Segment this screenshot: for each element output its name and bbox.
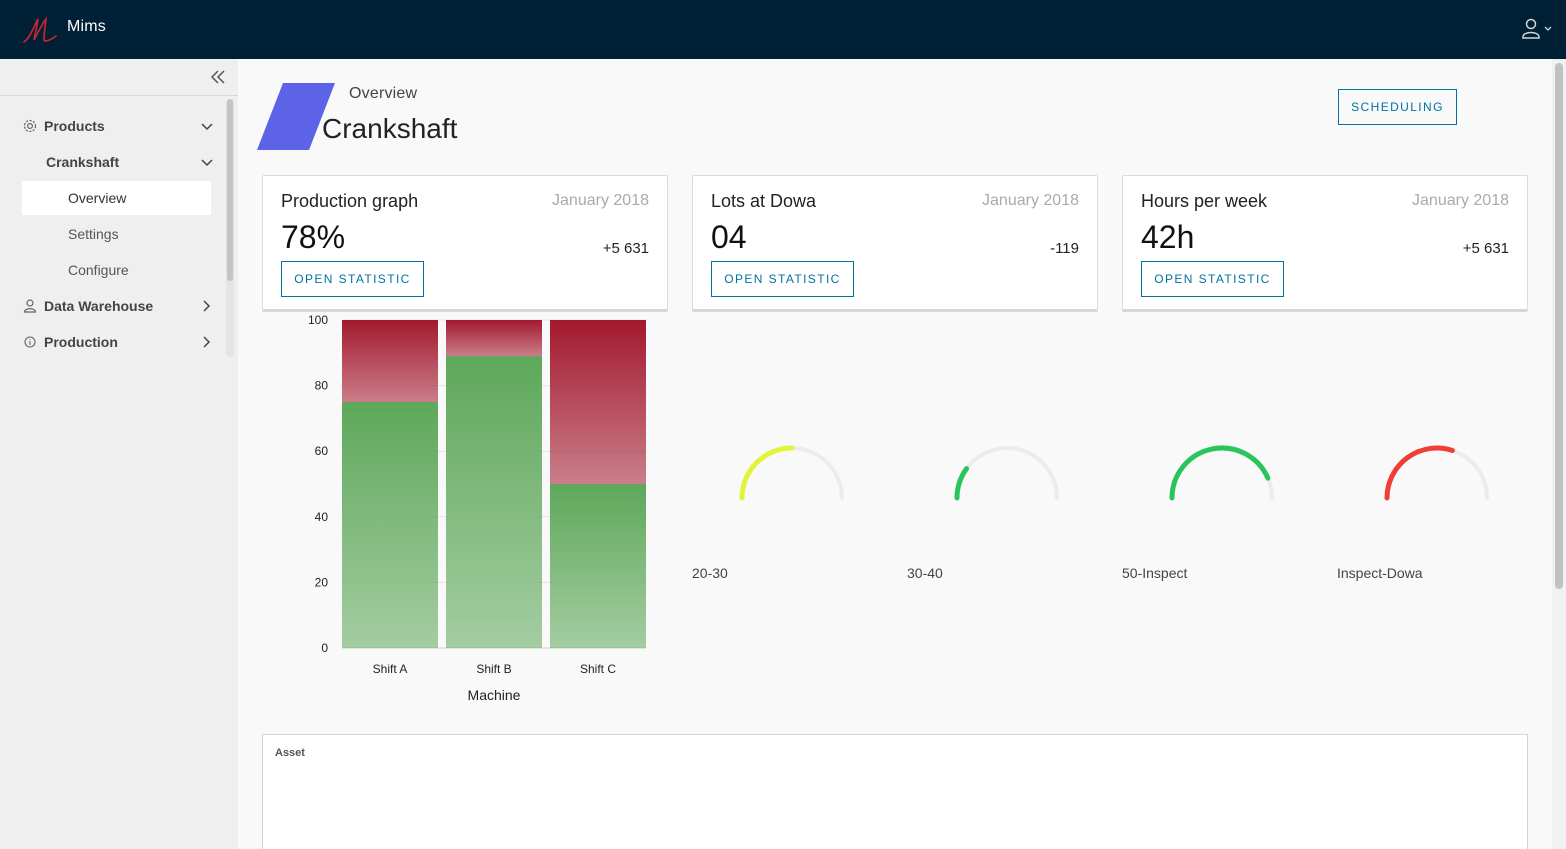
card-production-graph: Production graph January 2018 78% +5 631… — [262, 175, 668, 312]
card-delta: +5 631 — [602, 240, 649, 257]
card-value: 78% — [281, 219, 346, 255]
sidebar-item-label: Settings — [68, 226, 119, 242]
chart-y-tick-label: 80 — [315, 379, 329, 393]
sidebar-item-label: Crankshaft — [46, 154, 120, 170]
card-value: 04 — [711, 219, 747, 255]
main-scroll-thumb[interactable] — [1555, 63, 1563, 589]
gauge-fill — [1384, 445, 1455, 501]
chart-x-axis-label: Machine — [468, 687, 521, 703]
gauge-fill — [954, 466, 970, 501]
chart-bars — [342, 320, 646, 648]
chart-y-tick-label: 0 — [321, 641, 328, 655]
user-icon — [1522, 18, 1552, 39]
chart-y-tick-label: 20 — [315, 575, 329, 589]
user-icon — [23, 299, 37, 313]
chevron-down-icon[interactable] — [200, 120, 214, 134]
open-statistic-button[interactable]: OPEN STATISTIC — [711, 261, 854, 297]
sidebar-item-crankshaft[interactable]: Crankshaft — [0, 145, 222, 179]
info-icon — [24, 336, 36, 348]
sidebar-item-overview[interactable]: Overview — [22, 181, 211, 215]
chart-bar-shift-a-segment-1[interactable] — [342, 320, 438, 402]
card-date: January 2018 — [982, 192, 1079, 209]
double-chevron-left-icon[interactable] — [208, 67, 228, 87]
chart-x-tick-label: Shift C — [580, 662, 616, 676]
card-lots-at-dowa: Lots at Dowa January 2018 04 -119 OPEN S… — [692, 175, 1098, 312]
sidebar: Products Crankshaft Overview Settings Co… — [0, 59, 238, 849]
chart-y-tick-label: 100 — [308, 313, 328, 327]
chart-x-tick-label: Shift B — [476, 662, 511, 676]
chart-bar-shift-b-segment-1[interactable] — [446, 320, 542, 357]
asset-panel: Asset — [262, 734, 1528, 849]
chart-bar-shift-b-segment-0[interactable] — [446, 356, 542, 648]
gauge-50-inspect[interactable] — [1165, 440, 1285, 510]
sidebar-item-data-warehouse[interactable]: Data Warehouse — [0, 289, 222, 323]
card-value: 42h — [1141, 219, 1195, 255]
card-delta: -119 — [1050, 240, 1079, 257]
gauge-fill — [1169, 445, 1271, 501]
chart-bar-shift-c-segment-0[interactable] — [550, 484, 646, 648]
chart-bar-shift-c-segment-1[interactable] — [550, 320, 646, 484]
chart-bar-shift-a-segment-0[interactable] — [342, 402, 438, 648]
main-scrollbar[interactable] — [1552, 59, 1566, 849]
sidebar-item-settings[interactable]: Settings — [22, 217, 211, 251]
card-title: Lots at Dowa — [711, 191, 817, 211]
gauge-fill — [739, 445, 795, 501]
sidebar-item-production[interactable]: Production — [0, 325, 222, 359]
card-date: January 2018 — [552, 192, 649, 209]
chart-y-tick-label: 40 — [315, 510, 329, 524]
gauge-track — [1170, 446, 1274, 500]
gauge-track — [740, 446, 844, 500]
chart-y-tick-label: 60 — [315, 444, 329, 458]
gauge-inspect-dowa[interactable] — [1380, 440, 1500, 510]
asset-label: Asset — [275, 747, 305, 759]
page-title: Crankshaft — [322, 113, 458, 144]
open-statistic-button[interactable]: OPEN STATISTIC — [281, 261, 424, 297]
sidebar-item-label: Production — [44, 334, 118, 350]
sidebar-item-products[interactable]: Products — [0, 109, 222, 143]
gauge-track — [955, 446, 1059, 500]
card-date: January 2018 — [1412, 192, 1509, 209]
card-delta: +5 631 — [1462, 240, 1509, 257]
scheduling-button[interactable]: SCHEDULING — [1338, 89, 1457, 125]
chevron-right-icon[interactable] — [200, 335, 214, 349]
chevron-down-icon[interactable] — [200, 156, 214, 170]
card-hours-per-week: Hours per week January 2018 42h +5 631 O… — [1122, 175, 1528, 312]
gauge-20-30[interactable] — [735, 440, 855, 510]
breadcrumb[interactable]: Overview — [349, 85, 418, 102]
title-accent-shape — [257, 83, 335, 150]
gauge-track — [1385, 446, 1489, 500]
sidebar-item-label: Configure — [68, 262, 129, 278]
chart-y-axis: 0 20 40 60 80 100 — [308, 313, 328, 655]
gear-icon — [23, 119, 37, 133]
gauge-label: 50-Inspect — [1122, 565, 1188, 581]
card-title: Production graph — [281, 191, 419, 211]
sidebar-item-label: Data Warehouse — [44, 298, 154, 314]
sidebar-item-label: Products — [44, 118, 105, 134]
user-menu[interactable] — [1520, 17, 1554, 41]
sidebar-item-configure[interactable]: Configure — [22, 253, 211, 287]
gauge-label: 20-30 — [692, 565, 728, 581]
chart-x-axis: Shift A Shift B Shift C — [373, 662, 617, 676]
open-statistic-button[interactable]: OPEN STATISTIC — [1141, 261, 1284, 297]
gauge-label: 30-40 — [907, 565, 943, 581]
app-title[interactable]: Mims — [67, 18, 107, 35]
sidebar-item-label: Overview — [68, 190, 127, 206]
top-bar: Mims — [0, 0, 1566, 59]
gauge-30-40[interactable] — [950, 440, 1070, 510]
sidebar-scrollbar[interactable] — [226, 99, 234, 357]
sidebar-divider — [0, 95, 238, 96]
gauge-label: Inspect-Dowa — [1337, 565, 1423, 581]
production-bar-chart: 0 20 40 60 80 100 Shift A Shift B Shift C Machi… — [308, 313, 646, 703]
chart-x-tick-label: Shift A — [373, 662, 408, 676]
sidebar-scroll-thumb[interactable] — [227, 99, 233, 281]
card-title: Hours per week — [1141, 191, 1268, 211]
chevron-right-icon[interactable] — [200, 299, 214, 313]
mims-logo-icon[interactable] — [22, 16, 58, 44]
